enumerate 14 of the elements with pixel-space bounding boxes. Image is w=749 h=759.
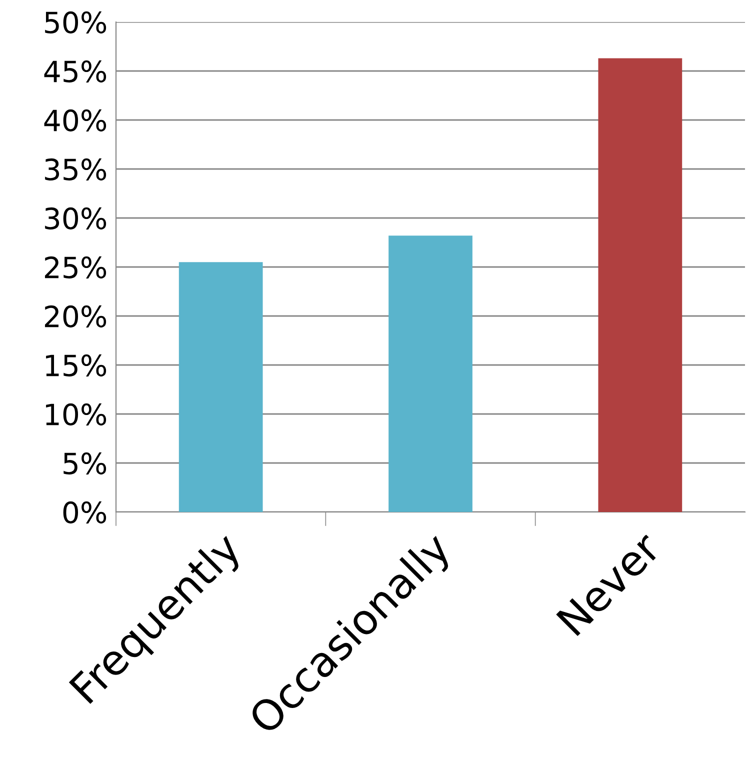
y-tick-label: 30% (45, 207, 106, 230)
y-tick-label: 50% (45, 11, 106, 34)
bar (178, 262, 263, 512)
bar (388, 236, 472, 512)
y-tick-label: 40% (44, 109, 106, 132)
y-tick-label: 0% (63, 501, 106, 524)
y-tick-label: 15% (46, 354, 106, 376)
y-tick-label: 25% (44, 256, 106, 278)
y-tick-label: 5% (64, 452, 106, 474)
y-tick-label: 10% (46, 403, 106, 426)
y-tick-label: 35% (45, 158, 106, 180)
bar (598, 58, 682, 512)
y-tick-label: 45% (44, 60, 106, 82)
y-tick-label: 20% (44, 305, 106, 328)
